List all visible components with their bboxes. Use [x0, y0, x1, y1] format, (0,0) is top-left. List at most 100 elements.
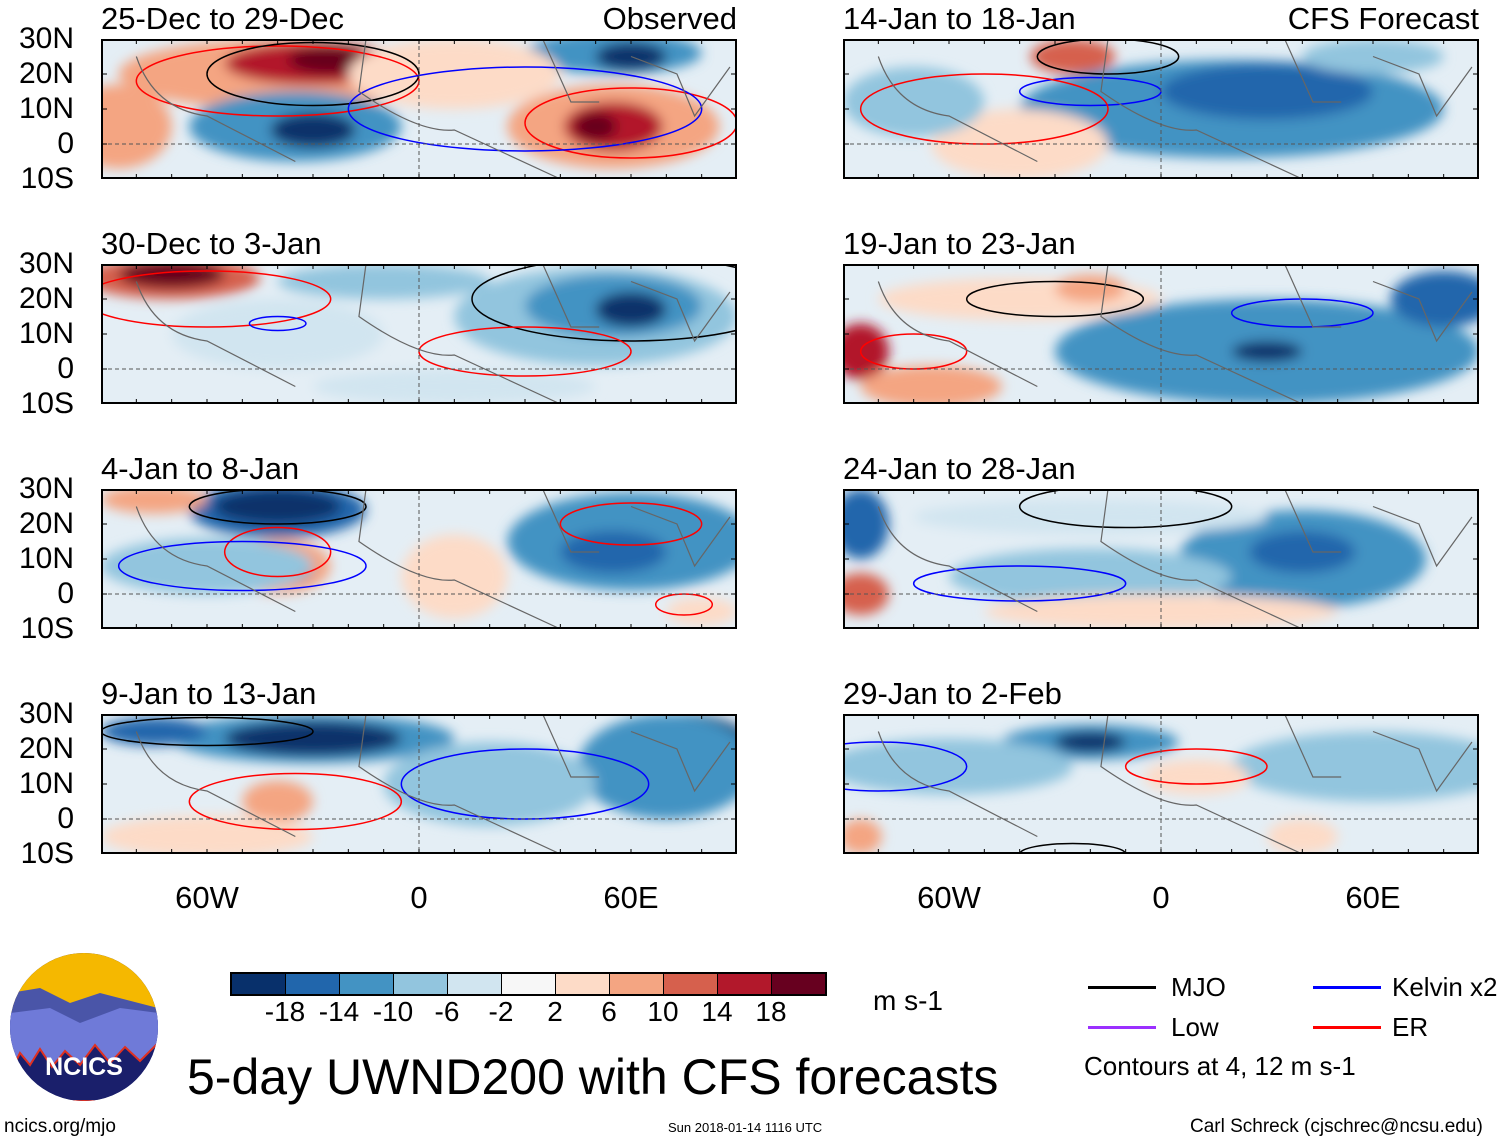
panel-frame	[101, 714, 737, 854]
lat-label: 10N	[18, 317, 74, 350]
ncics-logo: NCICS	[10, 953, 158, 1101]
lon-label: 60E	[1345, 880, 1401, 915]
lat-label: 30N	[18, 472, 74, 505]
anomaly-region	[1030, 39, 1116, 74]
wave-contour	[1018, 489, 1233, 529]
anomaly-region	[666, 597, 737, 626]
panel-title: 30-Dec to 3-Jan	[101, 226, 322, 261]
wave-contour	[188, 489, 367, 525]
footer-url[interactable]: ncics.org/mjo	[4, 1116, 116, 1137]
lat-label: 0	[57, 127, 74, 160]
legend-kelvin-line	[1313, 986, 1381, 989]
anomaly-region	[560, 531, 667, 573]
lon-label: 0	[1152, 880, 1170, 915]
colorbar-tick-label: -6	[434, 996, 460, 1027]
colorbar-tick-label: -2	[488, 996, 514, 1027]
lon-label: 60E	[603, 880, 659, 915]
colorbar-swatch	[448, 974, 502, 994]
anomaly-region	[843, 323, 889, 380]
lat-label: 10N	[18, 542, 74, 575]
lon-label: 60W	[175, 880, 239, 915]
colorbar-tick-label: -10	[372, 996, 414, 1027]
wave-contour	[1018, 842, 1127, 854]
panel-tag: CFS Forecast	[1287, 1, 1479, 36]
anomaly-region	[313, 369, 596, 404]
panel-frame	[843, 39, 1479, 179]
map-panel-2	[101, 489, 737, 629]
lat-label: 20N	[18, 57, 74, 90]
wave-contour	[965, 280, 1145, 318]
lat-label: 10N	[18, 767, 74, 800]
colorbar-swatch	[394, 974, 448, 994]
anomaly-region	[1249, 531, 1356, 573]
panel-frame	[101, 39, 737, 179]
coastline	[135, 39, 731, 179]
anomaly-region	[574, 112, 617, 141]
anomaly-region	[1267, 819, 1338, 854]
legend-mjo-label: MJO	[1171, 972, 1226, 1002]
anomaly-region	[101, 815, 313, 854]
anomaly-region	[214, 489, 342, 524]
lat-label: 20N	[18, 732, 74, 765]
colorbar-tick-label: 14	[701, 996, 733, 1027]
colorbar-swatch	[232, 974, 286, 994]
lat-label: 10S	[20, 387, 74, 420]
anomaly-region	[843, 67, 985, 137]
lat-label: 20N	[18, 282, 74, 315]
anomaly-region	[595, 292, 667, 327]
anomaly-region	[270, 112, 356, 148]
colorbar-swatch	[340, 974, 394, 994]
lat-label: 0	[57, 802, 74, 835]
coastline	[877, 489, 1473, 629]
anomaly-region	[1055, 274, 1126, 303]
wave-contour	[1036, 39, 1180, 75]
panel-frame	[843, 264, 1479, 404]
coastline	[135, 489, 731, 629]
wave-contour	[101, 270, 332, 328]
colorbar-swatch	[502, 974, 556, 994]
wave-contour	[1230, 298, 1374, 328]
lat-label: 20N	[18, 507, 74, 540]
anomaly-region	[118, 264, 225, 289]
anomaly-region	[383, 742, 596, 826]
wave-contour	[524, 87, 737, 159]
wave-contour	[223, 526, 332, 578]
panel-title: 24-Jan to 28-Jan	[843, 451, 1076, 486]
coastline	[877, 39, 1473, 179]
anomaly-region	[1231, 731, 1479, 802]
anomaly-region	[843, 819, 882, 854]
anomaly-region	[101, 717, 207, 746]
wave-contour	[347, 66, 703, 152]
anomaly-region	[578, 714, 737, 819]
colorbar-tick-label: 18	[755, 996, 787, 1027]
lat-label: 10S	[20, 837, 74, 870]
anomaly-region	[242, 780, 313, 823]
colorbar-swatch	[286, 974, 340, 994]
anomaly-region	[401, 534, 508, 619]
anomaly-region	[101, 84, 172, 169]
map-panel-6	[843, 489, 1479, 629]
wave-contour	[188, 772, 403, 831]
colorbar-swatch	[772, 974, 825, 994]
map-panel-5	[843, 264, 1479, 404]
anomaly-region	[1161, 63, 1373, 120]
panel-frame	[843, 489, 1479, 629]
coastline	[877, 264, 1473, 404]
logo-text: NCICS	[45, 1053, 123, 1081]
anomaly-region	[277, 264, 490, 299]
lat-label: 30N	[18, 697, 74, 730]
colorbar-tick-label: -18	[264, 996, 306, 1027]
coastline	[135, 264, 731, 404]
anomaly-region	[913, 499, 1267, 535]
panel-title: 29-Jan to 2-Feb	[843, 676, 1062, 711]
panel-title: 19-Jan to 23-Jan	[843, 226, 1076, 261]
anomaly-region	[1143, 759, 1250, 795]
legend-low-label: Low	[1171, 1012, 1219, 1042]
colorbar-swatch	[610, 974, 664, 994]
legend-er-line	[1313, 1026, 1381, 1029]
anomaly-region	[843, 489, 889, 559]
lat-label: 30N	[18, 22, 74, 55]
wave-contour	[117, 540, 367, 592]
panel-title: 25-Dec to 29-Dec	[101, 1, 344, 36]
lat-label: 0	[57, 577, 74, 610]
